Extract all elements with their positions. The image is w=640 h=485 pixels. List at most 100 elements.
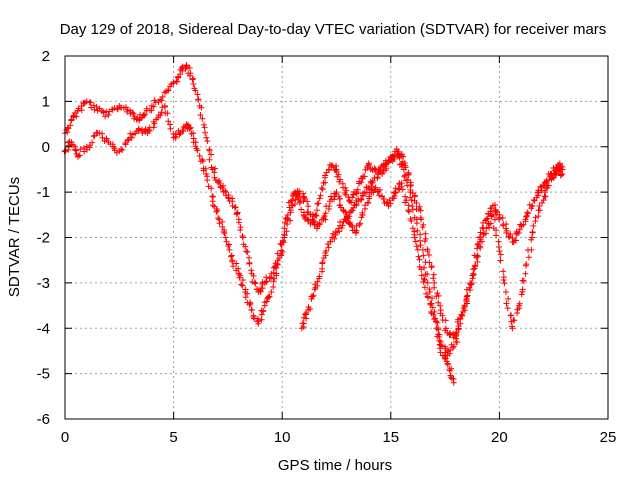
data-point-fill: [420, 275, 427, 282]
data-point: [333, 189, 340, 196]
data-point-fill: [505, 295, 512, 302]
data-point-fill: [237, 226, 244, 233]
data-point: [268, 288, 275, 295]
data-point-fill: [365, 160, 372, 167]
data-point-fill: [226, 246, 233, 253]
data-point-fill: [258, 316, 265, 323]
data-point-fill: [194, 147, 201, 154]
y-tick-label: 0: [42, 139, 50, 156]
data-point-fill: [246, 301, 253, 308]
data-point-fill: [313, 212, 320, 219]
data-point: [242, 243, 249, 250]
data-point-fill: [358, 196, 365, 203]
data-point: [372, 184, 379, 191]
series-3: [298, 152, 457, 386]
data-point: [522, 270, 529, 277]
data-point-fill: [178, 65, 185, 72]
data-point-fill: [549, 174, 556, 181]
data-point-fill: [402, 199, 409, 206]
data-point-fill: [325, 244, 332, 251]
data-point-fill: [230, 263, 237, 270]
data-point-fill: [316, 195, 323, 202]
data-point-fill: [135, 127, 142, 134]
data-point-fill: [523, 261, 530, 268]
data-point-fill: [342, 184, 349, 191]
data-point-fill: [431, 308, 438, 315]
data-point-fill: [305, 304, 312, 311]
data-point-fill: [516, 300, 523, 307]
data-point-fill: [421, 284, 428, 291]
data-point-fill: [432, 315, 439, 322]
data-point-fill: [556, 160, 563, 167]
data-point-fill: [93, 129, 100, 136]
data-point-fill: [433, 318, 440, 325]
data-point-fill: [219, 218, 226, 225]
data-point-fill: [310, 292, 317, 299]
data-point-fill: [244, 249, 251, 256]
data-point-fill: [67, 122, 74, 129]
data-point: [274, 261, 281, 268]
data-point-fill: [535, 213, 542, 220]
data-point-fill: [204, 138, 211, 145]
data-point-fill: [151, 120, 158, 127]
data-point-fill: [319, 259, 326, 266]
data-point-fill: [336, 195, 343, 202]
data-point-fill: [325, 166, 332, 173]
data-point-fill: [525, 254, 532, 261]
data-point-fill: [400, 153, 407, 160]
data-point-fill: [434, 290, 441, 297]
data-point-fill: [180, 123, 187, 130]
data-point-fill: [87, 99, 94, 106]
data-point-fill: [251, 279, 258, 286]
data-point-fill: [90, 133, 97, 140]
series-2: [61, 102, 566, 359]
data-point-fill: [348, 199, 355, 206]
data-point-fill: [175, 74, 182, 81]
data-point-fill: [500, 276, 507, 283]
data-point: [203, 134, 210, 141]
data-point-fill: [398, 161, 405, 168]
data-point-fill: [165, 118, 172, 125]
data-point-fill: [206, 156, 213, 163]
data-point-fill: [187, 125, 194, 132]
data-point-fill: [316, 220, 323, 227]
data-point-fill: [239, 276, 246, 283]
data-point-fill: [183, 63, 190, 70]
data-point-fill: [437, 342, 444, 349]
data-point-fill: [187, 70, 194, 77]
data-point-fill: [319, 265, 326, 272]
data-point-fill: [128, 134, 135, 141]
data-point-fill: [327, 238, 334, 245]
data-point-fill: [72, 146, 79, 153]
data-point-fill: [233, 211, 240, 218]
data-point-fill: [301, 212, 308, 219]
data-point-fill: [536, 203, 543, 210]
data-point: [457, 320, 464, 327]
data-point-fill: [519, 286, 526, 293]
data-point-fill: [76, 152, 83, 159]
data-point-fill: [493, 227, 500, 234]
data-point: [309, 293, 316, 300]
data-point-fill: [239, 282, 246, 289]
data-point-fill: [398, 183, 405, 190]
data-point-fill: [540, 197, 547, 204]
data-point-fill: [532, 214, 539, 221]
data-point-fill: [157, 112, 164, 119]
data-point-fill: [500, 268, 507, 275]
data-point-fill: [530, 222, 537, 229]
data-point-fill: [358, 214, 365, 221]
data-point-fill: [361, 173, 368, 180]
data-point-fill: [409, 203, 416, 210]
data-point-fill: [220, 182, 227, 189]
data-point-fill: [291, 201, 298, 208]
data-point-fill: [417, 242, 424, 249]
data-point: [159, 93, 166, 100]
data-point-fill: [255, 317, 262, 324]
data-point-fill: [232, 204, 239, 211]
data-point-fill: [387, 200, 394, 207]
data-point-fill: [422, 271, 429, 278]
data-point-fill: [263, 278, 270, 285]
data-point-fill: [235, 219, 242, 226]
data-point: [450, 343, 457, 350]
data-point-fill: [177, 129, 184, 136]
